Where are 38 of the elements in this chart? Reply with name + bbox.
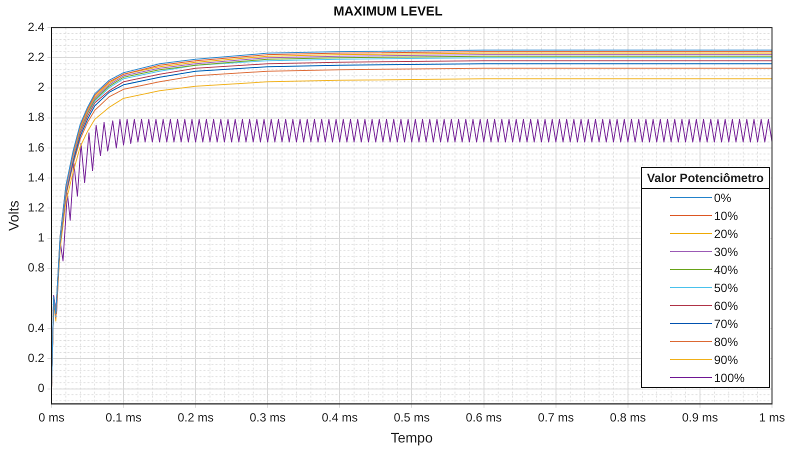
x-tick-label: 0.8 ms — [610, 410, 646, 424]
legend-label: 0% — [714, 190, 732, 205]
y-tick-label: 1.6 — [28, 140, 45, 154]
legend-label: 10% — [714, 208, 738, 223]
x-tick-label: 0.2 ms — [178, 410, 214, 424]
y-tick-label: 0.2 — [28, 350, 45, 365]
y-tick-label: 2 — [38, 80, 45, 94]
y-tick-label: 1.8 — [28, 110, 45, 124]
legend-title: Valor Potenciômetro — [642, 168, 769, 189]
x-tick-label: 0.4 ms — [322, 410, 358, 424]
legend-label: 40% — [714, 262, 738, 277]
x-axis-title: Tempo — [390, 429, 433, 446]
x-tick-label: 0 ms — [38, 410, 64, 424]
legend-label: 80% — [714, 334, 738, 349]
y-tick-label: 2.4 — [28, 20, 45, 34]
y-tick-label: 1.4 — [28, 170, 45, 184]
x-tick-label: 0.6 ms — [466, 410, 502, 424]
x-tick-label: 0.1 ms — [106, 410, 142, 424]
x-tick-label: 1 ms — [758, 410, 786, 424]
legend-label: 100% — [714, 370, 745, 385]
y-tick-label: 2.2 — [28, 50, 45, 64]
y-tick-label: 1.2 — [28, 200, 45, 214]
y-axis-title: Volts — [5, 200, 22, 231]
x-tick-label: 0.9 ms — [682, 410, 718, 424]
legend-label: 90% — [714, 352, 738, 367]
y-tick-label: 0 — [38, 381, 45, 396]
x-tick-label: 0.7 ms — [538, 410, 574, 424]
legend-label: 20% — [714, 226, 738, 241]
legend-label: 30% — [714, 244, 738, 259]
x-tick-label: 0.5 ms — [394, 410, 430, 424]
x-tick-label: 0.3 ms — [250, 410, 286, 424]
legend-label: 70% — [714, 316, 738, 331]
y-tick-label: 0.8 — [28, 260, 45, 275]
legend-label: 60% — [714, 298, 738, 313]
chart-title: MAXIMUM LEVEL — [333, 3, 443, 18]
y-tick-label: 1 — [38, 230, 45, 245]
legend-label: 50% — [714, 280, 738, 295]
y-tick-label: 0.4 — [28, 320, 45, 335]
